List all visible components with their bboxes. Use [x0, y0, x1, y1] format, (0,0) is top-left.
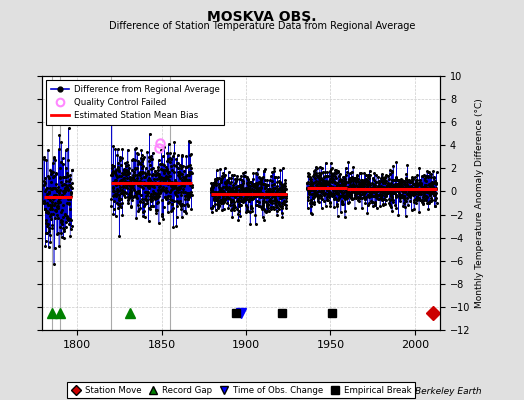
- Text: MOSKVA OBS.: MOSKVA OBS.: [208, 10, 316, 24]
- Y-axis label: Monthly Temperature Anomaly Difference (°C): Monthly Temperature Anomaly Difference (…: [475, 98, 484, 308]
- Text: Difference of Station Temperature Data from Regional Average: Difference of Station Temperature Data f…: [109, 21, 415, 31]
- Legend: Station Move, Record Gap, Time of Obs. Change, Empirical Break: Station Move, Record Gap, Time of Obs. C…: [68, 382, 414, 398]
- Text: Berkeley Earth: Berkeley Earth: [416, 387, 482, 396]
